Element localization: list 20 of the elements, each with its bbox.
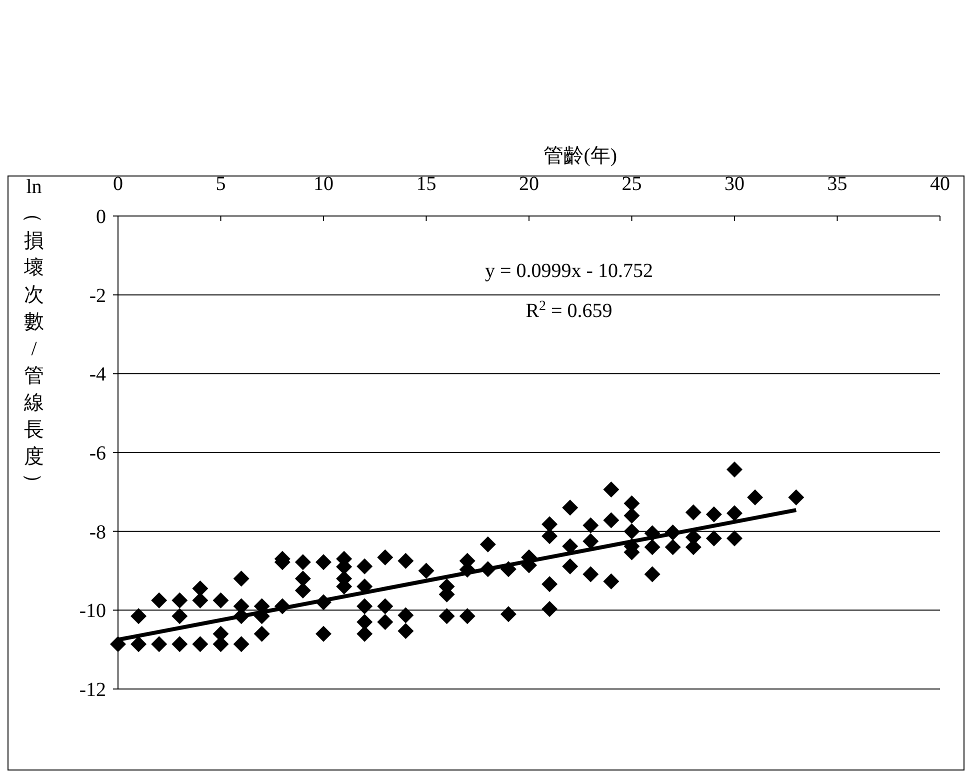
x-tick-label: 40 (930, 173, 950, 195)
x-tick-label: 30 (724, 173, 744, 195)
x-tick-label: 10 (314, 173, 334, 195)
y-tick-label: -10 (79, 600, 106, 622)
annotation: y = 0.0999x - 10.752 (485, 260, 653, 282)
text: ln（損壞次數/管線長度） (22, 176, 44, 493)
y-tick-label: -6 (89, 442, 106, 464)
x-tick-label: 15 (416, 173, 436, 195)
y-tick-label: 0 (96, 206, 106, 228)
y-tick-label: -12 (79, 679, 106, 701)
y-tick-label: -4 (89, 364, 106, 386)
x-tick-label: 0 (113, 173, 123, 195)
x-axis-title: 管齡(年) (544, 145, 618, 167)
x-tick-label: 20 (519, 173, 539, 195)
y-tick-label: -8 (89, 521, 106, 544)
x-tick-label: 25 (622, 173, 642, 195)
x-tick-label: 5 (216, 173, 226, 195)
x-tick-label: 35 (827, 173, 848, 195)
y-tick-label: -2 (89, 284, 106, 307)
annotation: R$^{2}$ = 0.659 (526, 298, 612, 322)
